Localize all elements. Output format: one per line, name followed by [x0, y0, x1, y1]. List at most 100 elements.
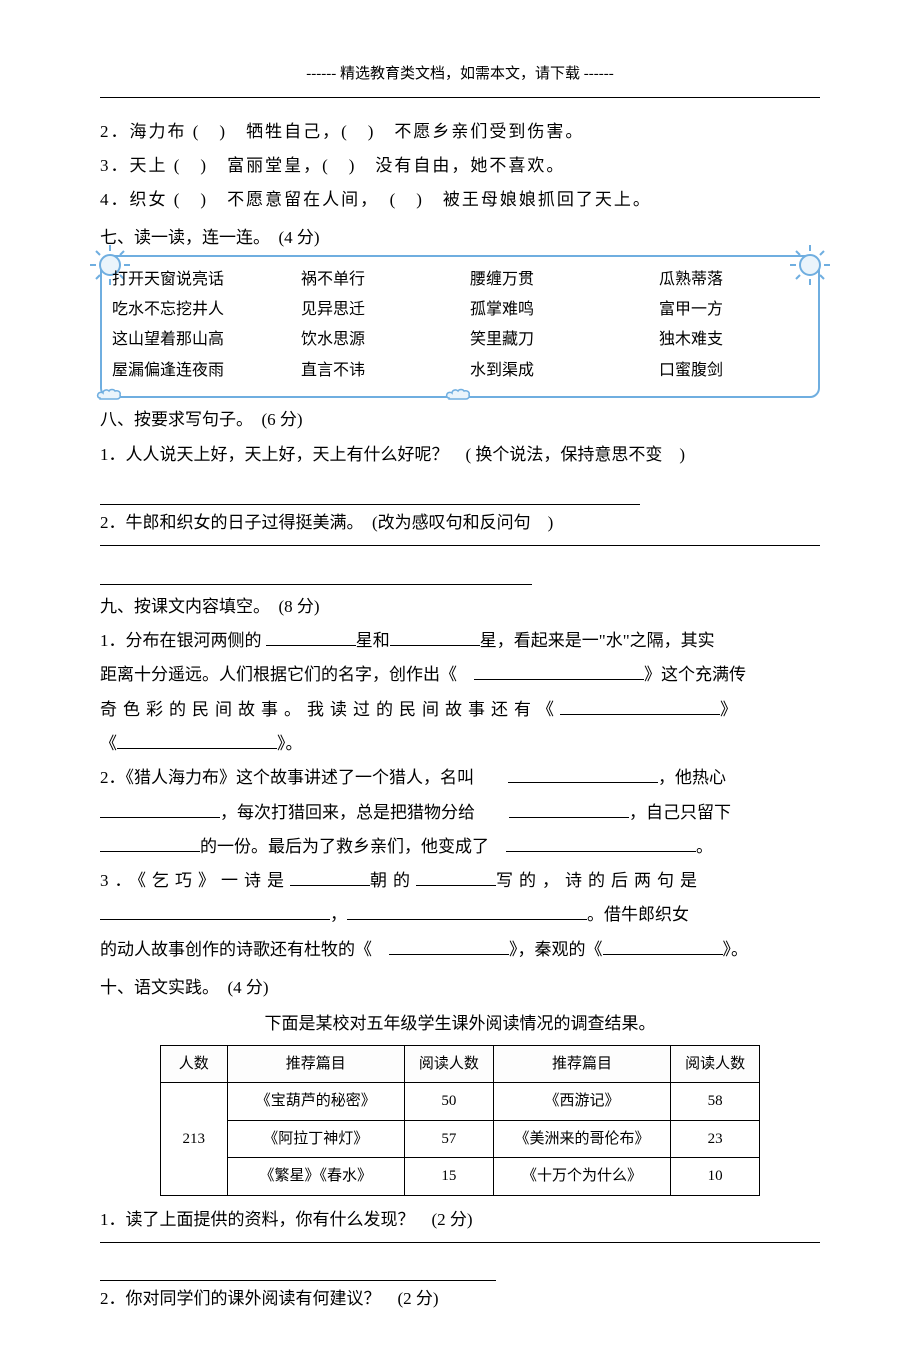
- td: 10: [671, 1158, 760, 1196]
- match-box: 打开天窗说亮话 吃水不忘挖井人 这山望着那山高 屋漏偏逢连夜雨 祸不单行 见异思…: [100, 255, 820, 399]
- match-item: 直言不讳: [301, 356, 450, 386]
- q2-line: 2．海力布 ( ) 牺牲自己，( ) 不愿乡亲们受到伤害。: [100, 116, 820, 148]
- txt: 》这个充满传: [644, 665, 746, 684]
- sec9-p3c: 的动人故事创作的诗歌还有杜牧的《 》，秦观的《 》。: [100, 934, 820, 966]
- match-item: 瓜熟蒂落: [659, 265, 808, 295]
- match-right-colB: 瓜熟蒂落 富甲一方 独木难支 口蜜腹剑: [659, 265, 808, 387]
- header-suffix: ------: [584, 66, 614, 82]
- txt: 》，秦观的《: [509, 940, 603, 959]
- txt: 》。: [723, 940, 749, 959]
- answer-area[interactable]: [100, 1242, 820, 1281]
- answer-line[interactable]: [100, 563, 532, 584]
- txt: ，: [330, 905, 347, 924]
- match-item: 吃水不忘挖井人: [112, 295, 261, 325]
- txt: 》: [720, 700, 743, 719]
- txt: 朝的: [370, 871, 416, 890]
- blank[interactable]: [416, 867, 496, 886]
- sec9-p1b: 距离十分遥远。人们根据它们的名字，创作出《 》这个充满传: [100, 659, 820, 691]
- survey-table: 人数 推荐篇目 阅读人数 推荐篇目 阅读人数 213 《宝葫芦的秘密》 50 《…: [160, 1045, 760, 1196]
- match-item: 富甲一方: [659, 295, 808, 325]
- th: 人数: [161, 1045, 228, 1083]
- header-text: 精选教育类文档，如需本文，请下载: [340, 66, 580, 82]
- txt: 的一份。最后为了救乡亲们，他变成了: [200, 837, 489, 856]
- sec9-p1d: 《 》。: [100, 728, 820, 760]
- sec9-title: 九、按课文内容填空。 (8 分): [100, 591, 820, 623]
- page: ------ 精选教育类文档，如需本文，请下载 ------ 2．海力布 ( )…: [0, 0, 920, 1357]
- match-item: 见异思迁: [301, 295, 450, 325]
- txt: ，每次打猎回来，总是把猎物分给: [220, 803, 475, 822]
- txt: 写的，诗的后两句是: [496, 871, 703, 890]
- txt: 。借牛郎织女: [587, 905, 689, 924]
- match-item: 水到渠成: [470, 356, 619, 386]
- blank[interactable]: [100, 833, 200, 852]
- blank[interactable]: [290, 867, 370, 886]
- q3-line: 3．天上 ( ) 富丽堂皇，( ) 没有自由，她不喜欢。: [100, 150, 820, 182]
- match-left-colB: 祸不单行 见异思迁 饮水思源 直言不讳: [301, 265, 450, 387]
- q4-line: 4．织女 ( ) 不愿意留在人间， ( ) 被王母娘娘抓回了天上。: [100, 184, 820, 216]
- blank[interactable]: [266, 627, 356, 646]
- header-rule: [100, 97, 820, 98]
- answer-line[interactable]: [100, 1260, 496, 1281]
- txt: 3．《乞巧》一诗是: [100, 871, 290, 890]
- match-item: 饮水思源: [301, 325, 450, 355]
- th: 推荐篇目: [493, 1045, 670, 1083]
- blank[interactable]: [117, 730, 277, 749]
- txt: 星和: [356, 631, 390, 650]
- blank[interactable]: [560, 696, 720, 715]
- sec10-q2: 2．你对同学们的课外阅读有何建议？ (2 分): [100, 1283, 820, 1315]
- txt: 奇色彩的民间故事。我读过的民间故事还有《: [100, 700, 560, 719]
- txt: 的动人故事创作的诗歌还有杜牧的《: [100, 940, 389, 959]
- match-item: 独木难支: [659, 325, 808, 355]
- match-right-group: 腰缠万贯 孤掌难鸣 笑里藏刀 水到渠成 瓜熟蒂落 富甲一方 独木难支 口蜜腹剑: [470, 265, 808, 387]
- txt: 2．《猎人海力布》这个故事讲述了一个猎人，名叫: [100, 768, 474, 787]
- td: 50: [405, 1083, 494, 1121]
- match-left-group: 打开天窗说亮话 吃水不忘挖井人 这山望着那山高 屋漏偏逢连夜雨 祸不单行 见异思…: [112, 265, 450, 387]
- td: 15: [405, 1158, 494, 1196]
- match-item: 口蜜腹剑: [659, 356, 808, 386]
- table-row: 《繁星》《春水》 15 《十万个为什么》 10: [161, 1158, 760, 1196]
- td: 58: [671, 1083, 760, 1121]
- blank[interactable]: [509, 799, 629, 818]
- th: 阅读人数: [405, 1045, 494, 1083]
- blank[interactable]: [389, 936, 509, 955]
- txt: ，他热心: [658, 768, 726, 787]
- match-right-colA: 腰缠万贯 孤掌难鸣 笑里藏刀 水到渠成: [470, 265, 619, 387]
- txt: 》。: [277, 734, 303, 753]
- td: 《宝葫芦的秘密》: [227, 1083, 404, 1121]
- blank[interactable]: [100, 799, 220, 818]
- sec9-p2b: ，每次打猎回来，总是把猎物分给 ，自己只留下: [100, 797, 820, 829]
- sec8-q2: 2．牛郎和织女的日子过得挺美满。 (改为感叹句和反问句 ): [100, 507, 820, 539]
- answer-line[interactable]: [100, 545, 820, 546]
- td: 《繁星》《春水》: [227, 1158, 404, 1196]
- td: 23: [671, 1120, 760, 1158]
- match-item: 屋漏偏逢连夜雨: [112, 356, 261, 386]
- blank[interactable]: [390, 627, 480, 646]
- match-left-colA: 打开天窗说亮话 吃水不忘挖井人 这山望着那山高 屋漏偏逢连夜雨: [112, 265, 261, 387]
- td: 《美洲来的哥伦布》: [493, 1120, 670, 1158]
- blank[interactable]: [508, 764, 658, 783]
- blank[interactable]: [474, 661, 644, 680]
- table-header-row: 人数 推荐篇目 阅读人数 推荐篇目 阅读人数: [161, 1045, 760, 1083]
- sec9-p3b: ， 。借牛郎织女: [100, 899, 820, 931]
- txt: 《: [100, 734, 117, 753]
- match-item: 这山望着那山高: [112, 325, 261, 355]
- td: 《阿拉丁神灯》: [227, 1120, 404, 1158]
- td: 《十万个为什么》: [493, 1158, 670, 1196]
- sec10-q1: 1．读了上面提供的资料，你有什么发现？ (2 分): [100, 1204, 820, 1236]
- sec8-q1: 1．人人说天上好，天上好，天上有什么好呢？ ( 换个说法，保持意思不变 ): [100, 439, 820, 471]
- blank[interactable]: [100, 902, 330, 921]
- txt: ，自己只留下: [629, 803, 731, 822]
- txt: 1．分布在银河两侧的: [100, 631, 266, 650]
- blank[interactable]: [603, 936, 723, 955]
- match-item: 祸不单行: [301, 265, 450, 295]
- blank[interactable]: [506, 833, 696, 852]
- txt: 星，看起来是一"水"之隔，其实: [480, 631, 715, 650]
- survey-caption: 下面是某校对五年级学生课外阅读情况的调查结果。: [100, 1008, 820, 1040]
- th: 阅读人数: [671, 1045, 760, 1083]
- blank[interactable]: [347, 902, 587, 921]
- answer-line[interactable]: [100, 484, 640, 505]
- sec10-title: 十、语文实践。 (4 分): [100, 972, 820, 1004]
- match-item: 孤掌难鸣: [470, 295, 619, 325]
- header-prefix: ------: [306, 66, 336, 82]
- match-item: 笑里藏刀: [470, 325, 619, 355]
